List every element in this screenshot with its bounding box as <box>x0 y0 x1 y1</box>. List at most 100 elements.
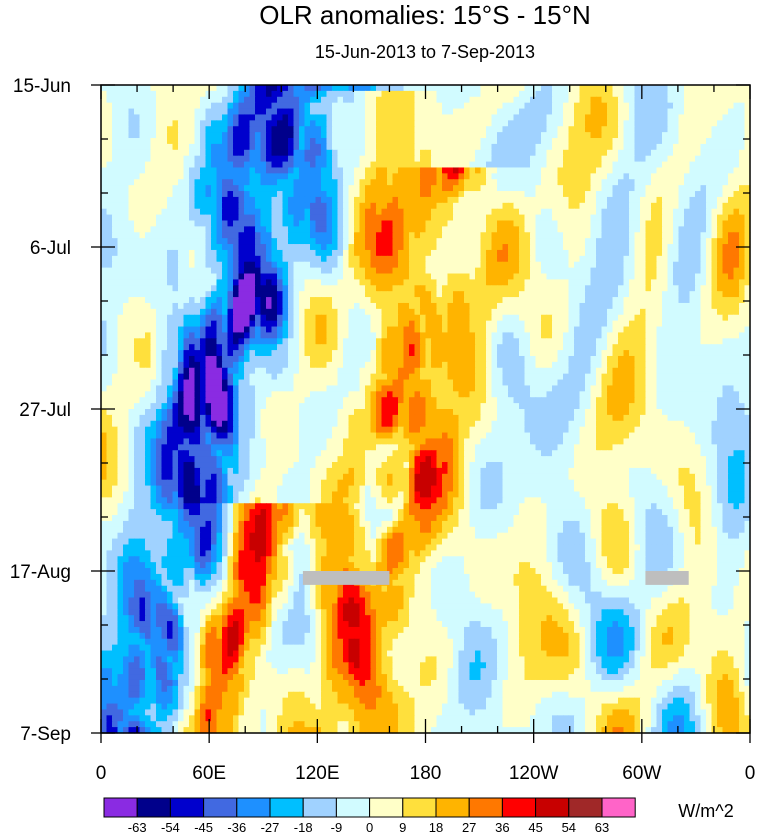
heat-cell <box>524 285 531 292</box>
heat-cell <box>403 226 410 233</box>
heat-cell <box>112 161 119 169</box>
heat-cell <box>651 249 658 257</box>
heat-cell <box>557 179 564 186</box>
heat-cell <box>310 320 317 328</box>
heat-cell <box>695 167 702 174</box>
heat-cell <box>189 214 196 222</box>
heat-cell <box>442 273 449 280</box>
heat-cell <box>205 149 212 157</box>
heat-cell <box>618 267 625 275</box>
heat-cell <box>156 279 163 286</box>
heat-cell <box>442 285 449 292</box>
heat-cell <box>359 308 366 316</box>
heat-cell <box>233 114 240 121</box>
heat-cell <box>645 214 652 222</box>
heat-cell <box>629 173 636 180</box>
heat-cell <box>370 320 377 328</box>
heat-cell <box>233 161 240 169</box>
heat-cell <box>238 202 245 210</box>
heat-cell <box>491 85 498 92</box>
heat-cell <box>205 267 212 275</box>
heat-cell <box>409 149 416 157</box>
heat-cell <box>315 126 322 133</box>
heat-cell <box>447 173 454 180</box>
heat-cell <box>640 238 647 245</box>
heat-cell <box>343 273 350 280</box>
heat-cell <box>563 132 570 139</box>
heat-cell <box>640 126 647 133</box>
heat-cell <box>414 214 421 222</box>
heat-cell <box>178 138 185 145</box>
heat-cell <box>662 255 669 263</box>
heat-cell <box>486 102 493 110</box>
heat-cell <box>145 297 152 304</box>
heat-cell <box>629 291 636 298</box>
heat-cell <box>101 302 108 310</box>
heat-cell <box>728 173 735 180</box>
heat-cell <box>255 120 262 127</box>
heat-cell <box>431 85 438 92</box>
heat-cell <box>552 149 559 157</box>
heat-cell <box>123 138 130 145</box>
heat-cell <box>414 326 421 334</box>
heat-cell <box>662 297 669 304</box>
heat-cell <box>299 185 306 192</box>
heat-cell <box>431 214 438 222</box>
heat-cell <box>321 232 328 239</box>
heat-cell <box>640 220 647 227</box>
heat-cell <box>117 167 124 174</box>
heat-cell <box>706 126 713 133</box>
heat-cell <box>293 102 300 110</box>
heat-cell <box>337 120 344 127</box>
heat-cell <box>541 126 548 133</box>
heat-cell <box>409 244 416 251</box>
heat-cell <box>321 132 328 139</box>
heat-cell <box>167 126 174 133</box>
heat-cell <box>678 314 685 322</box>
heat-cell <box>667 102 674 110</box>
heat-cell <box>145 326 152 334</box>
heat-cell <box>233 302 240 310</box>
heat-cell <box>530 185 537 192</box>
heat-cell <box>343 249 350 257</box>
heat-cell <box>431 273 438 280</box>
heat-cell <box>689 314 696 322</box>
heat-cell <box>700 138 707 145</box>
heat-cell <box>568 196 575 204</box>
heat-cell <box>475 132 482 139</box>
heat-cell <box>167 238 174 245</box>
heat-cell <box>612 220 619 227</box>
heat-cell <box>337 90 344 98</box>
heat-cell <box>552 285 559 292</box>
heat-cell <box>524 267 531 275</box>
heat-cell <box>211 143 218 151</box>
heat-cell <box>667 114 674 121</box>
heat-cell <box>744 208 751 216</box>
heat-cell <box>684 238 691 245</box>
heat-cell <box>216 173 223 180</box>
heat-cell <box>469 238 476 245</box>
heat-cell <box>365 244 372 251</box>
heat-cell <box>101 96 108 104</box>
heat-cell <box>502 191 509 198</box>
heat-cell <box>139 108 146 116</box>
heat-cell <box>645 126 652 133</box>
heat-cell <box>200 326 207 334</box>
heat-cell <box>392 179 399 186</box>
heat-cell <box>101 308 108 316</box>
heat-cell <box>222 220 229 227</box>
heat-cell <box>689 226 696 233</box>
heat-cell <box>656 297 663 304</box>
heat-cell <box>612 238 619 245</box>
heat-cell <box>337 191 344 198</box>
heat-cell <box>541 120 548 127</box>
heat-cell <box>425 155 432 163</box>
heat-cell <box>695 208 702 216</box>
heat-cell <box>552 232 559 239</box>
heat-cell <box>249 149 256 157</box>
heat-cell <box>178 179 185 186</box>
heat-cell <box>332 244 339 251</box>
heat-cell <box>557 90 564 98</box>
heat-cell <box>535 238 542 245</box>
heat-cell <box>574 267 581 275</box>
